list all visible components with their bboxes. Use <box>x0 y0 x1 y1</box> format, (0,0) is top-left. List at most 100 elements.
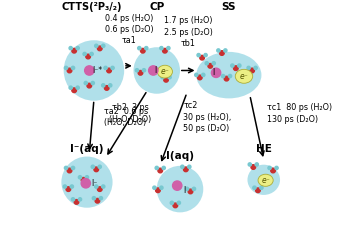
Circle shape <box>74 200 79 204</box>
Circle shape <box>63 185 66 188</box>
Circle shape <box>78 198 82 201</box>
Circle shape <box>86 54 91 59</box>
Circle shape <box>76 47 79 50</box>
Circle shape <box>185 187 188 190</box>
Circle shape <box>168 76 171 79</box>
Circle shape <box>95 185 98 188</box>
Circle shape <box>247 66 250 69</box>
Text: I⁻*: I⁻* <box>93 66 103 75</box>
Circle shape <box>155 188 160 193</box>
Circle shape <box>104 86 109 90</box>
Circle shape <box>66 187 71 191</box>
Circle shape <box>224 76 229 81</box>
Text: τc1  80 ps (H₂O)
130 ps (D₂O): τc1 80 ps (H₂O) 130 ps (D₂O) <box>267 103 332 124</box>
Circle shape <box>200 55 204 60</box>
Circle shape <box>104 66 107 69</box>
Circle shape <box>71 198 75 201</box>
Circle shape <box>95 198 100 203</box>
Circle shape <box>160 47 163 50</box>
Circle shape <box>83 52 86 56</box>
Circle shape <box>220 51 224 55</box>
Circle shape <box>238 64 241 67</box>
Text: τc2
30 ps (H₂O),
50 ps (D₂O): τc2 30 ps (H₂O), 50 ps (D₂O) <box>184 101 232 133</box>
Ellipse shape <box>157 65 172 78</box>
Text: 0.4 ps (H₂O)
0.6 ps (D₂O)
τa1: 0.4 ps (H₂O) 0.6 ps (D₂O) τa1 <box>105 14 153 45</box>
Circle shape <box>84 81 87 85</box>
Circle shape <box>248 163 251 166</box>
Circle shape <box>107 68 111 73</box>
Circle shape <box>192 187 196 190</box>
Circle shape <box>99 197 102 200</box>
Circle shape <box>111 66 114 69</box>
Circle shape <box>142 69 146 72</box>
Circle shape <box>251 165 256 169</box>
Circle shape <box>177 201 180 205</box>
Circle shape <box>138 47 141 50</box>
Circle shape <box>231 64 234 67</box>
Text: I⁻: I⁻ <box>91 179 98 188</box>
Text: CP: CP <box>149 2 164 12</box>
Circle shape <box>153 186 156 189</box>
Circle shape <box>94 167 99 172</box>
Circle shape <box>92 197 95 200</box>
Circle shape <box>188 165 191 168</box>
Circle shape <box>164 77 168 82</box>
Circle shape <box>64 66 68 69</box>
Text: I: I <box>183 186 185 195</box>
Circle shape <box>224 49 227 52</box>
Text: e⁻: e⁻ <box>261 176 270 185</box>
Text: SS: SS <box>221 2 236 12</box>
Circle shape <box>148 66 158 75</box>
Circle shape <box>64 166 68 170</box>
Circle shape <box>195 73 198 77</box>
Circle shape <box>212 62 216 65</box>
Ellipse shape <box>133 47 180 94</box>
Circle shape <box>71 66 75 69</box>
Circle shape <box>85 176 88 179</box>
Circle shape <box>98 187 102 191</box>
Ellipse shape <box>235 69 253 83</box>
Circle shape <box>184 167 188 172</box>
Circle shape <box>161 76 164 79</box>
Circle shape <box>81 177 86 182</box>
Circle shape <box>108 84 112 87</box>
Ellipse shape <box>247 165 280 195</box>
Circle shape <box>256 188 260 193</box>
Circle shape <box>181 165 184 168</box>
Ellipse shape <box>258 174 273 186</box>
Circle shape <box>271 168 276 173</box>
Circle shape <box>102 44 105 48</box>
Circle shape <box>72 88 77 93</box>
Circle shape <box>102 185 105 188</box>
Circle shape <box>254 66 257 69</box>
Circle shape <box>188 189 193 194</box>
Circle shape <box>201 73 205 77</box>
Ellipse shape <box>196 52 261 98</box>
Circle shape <box>268 166 271 170</box>
Ellipse shape <box>64 40 124 101</box>
Text: e⁻: e⁻ <box>160 67 169 76</box>
Circle shape <box>173 203 178 208</box>
Circle shape <box>69 86 72 89</box>
Circle shape <box>91 165 94 168</box>
Circle shape <box>275 166 278 170</box>
Circle shape <box>163 48 167 53</box>
Text: HE: HE <box>256 144 272 154</box>
Text: e⁻: e⁻ <box>240 72 249 81</box>
Circle shape <box>253 186 256 189</box>
Circle shape <box>160 186 163 189</box>
Circle shape <box>70 185 73 188</box>
Circle shape <box>69 47 72 50</box>
Circle shape <box>98 165 101 168</box>
Circle shape <box>205 62 208 65</box>
Text: I: I <box>154 66 157 75</box>
Circle shape <box>255 163 258 166</box>
Circle shape <box>221 74 225 78</box>
Circle shape <box>140 48 145 53</box>
Text: τa2  0.6 ps
(H₂O, D₂O): τa2 0.6 ps (H₂O, D₂O) <box>104 107 148 127</box>
Circle shape <box>67 168 72 173</box>
Circle shape <box>138 70 143 75</box>
Circle shape <box>95 44 98 48</box>
Circle shape <box>135 69 139 72</box>
Circle shape <box>72 48 77 53</box>
